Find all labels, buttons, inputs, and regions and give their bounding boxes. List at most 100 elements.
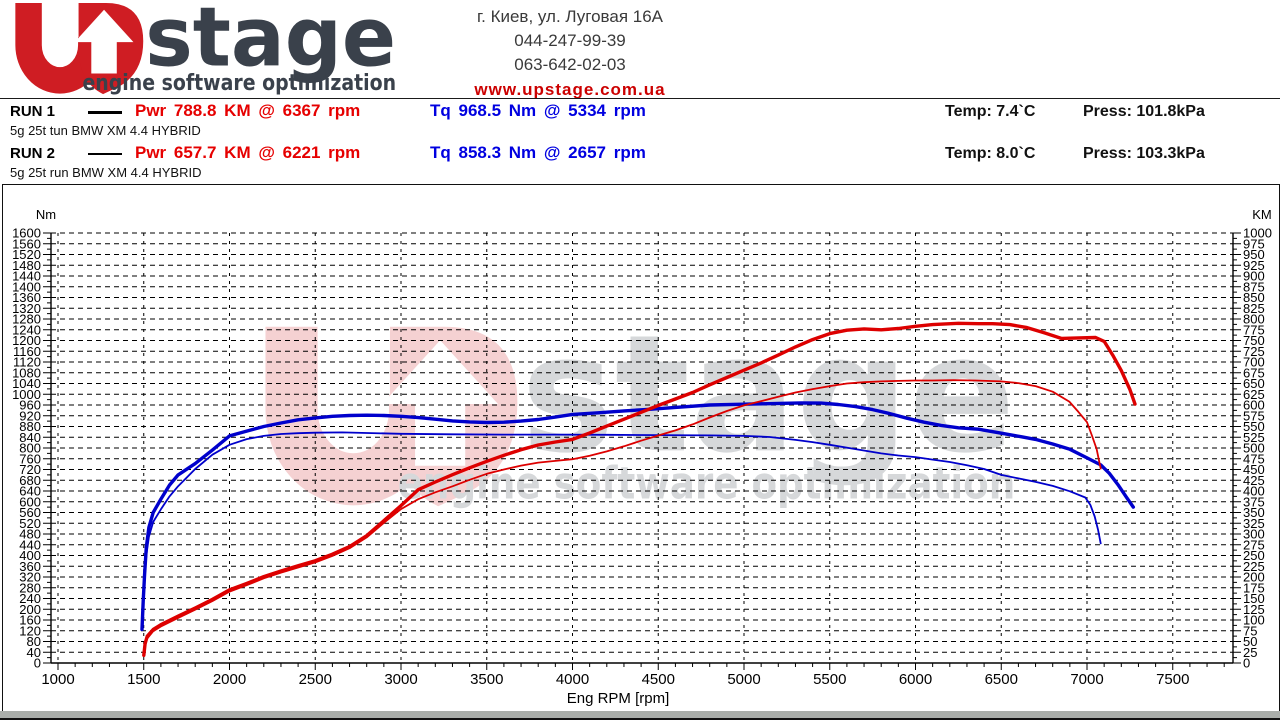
- svg-text:880: 880: [19, 419, 41, 434]
- svg-text:775: 775: [1243, 322, 1265, 337]
- run2-legend-line: [88, 153, 122, 155]
- svg-text:325: 325: [1243, 516, 1265, 531]
- svg-text:2500: 2500: [299, 671, 332, 688]
- header-divider: [0, 98, 1280, 99]
- svg-text:80: 80: [27, 634, 41, 649]
- svg-text:360: 360: [19, 559, 41, 574]
- svg-text:240: 240: [19, 591, 41, 606]
- svg-text:7500: 7500: [1156, 671, 1189, 688]
- svg-text:1080: 1080: [12, 365, 41, 380]
- svg-text:1000: 1000: [1243, 226, 1272, 241]
- svg-text:Eng RPM [rpm]: Eng RPM [rpm]: [567, 690, 670, 707]
- header-logo-area: [8, 0, 400, 98]
- svg-text:Nm: Nm: [36, 207, 56, 222]
- svg-text:760: 760: [19, 451, 41, 466]
- svg-text:200: 200: [19, 602, 41, 617]
- svg-text:75: 75: [1243, 623, 1257, 638]
- axes: 0408012016020024028032036040044048052056…: [12, 207, 1272, 707]
- svg-text:1560: 1560: [12, 236, 41, 251]
- dyno-chart-svg: 0408012016020024028032036040044048052056…: [12, 207, 1272, 707]
- svg-text:100: 100: [1243, 613, 1265, 628]
- svg-text:440: 440: [19, 537, 41, 552]
- svg-text:0: 0: [34, 656, 41, 671]
- svg-text:125: 125: [1243, 602, 1265, 617]
- svg-text:1200: 1200: [12, 333, 41, 348]
- gridlines: [51, 232, 1233, 663]
- svg-text:800: 800: [19, 441, 41, 456]
- svg-text:1000: 1000: [41, 671, 74, 688]
- run2-vehicle: 5g 25t run BMW XM 4.4 HYBRID: [10, 165, 202, 180]
- svg-text:275: 275: [1243, 537, 1265, 552]
- svg-text:525: 525: [1243, 430, 1265, 445]
- curve-run-1-power: [142, 321, 1137, 657]
- run1-legend-line: [88, 111, 122, 114]
- svg-text:600: 600: [1243, 398, 1265, 413]
- header-logo-svg: [8, 0, 400, 98]
- svg-text:640: 640: [19, 484, 41, 499]
- svg-text:1400: 1400: [12, 279, 41, 294]
- svg-text:900: 900: [1243, 269, 1265, 284]
- svg-text:50: 50: [1243, 634, 1257, 649]
- run2-power-value: Pwr 657.7 KM @ 6221 rpm: [135, 143, 361, 162]
- svg-text:6500: 6500: [985, 671, 1018, 688]
- svg-text:120: 120: [19, 623, 41, 638]
- svg-text:800: 800: [1243, 312, 1265, 327]
- svg-text:960: 960: [19, 398, 41, 413]
- svg-text:500: 500: [1243, 441, 1265, 456]
- svg-text:925: 925: [1243, 258, 1265, 273]
- svg-text:675: 675: [1243, 365, 1265, 380]
- svg-text:175: 175: [1243, 580, 1265, 595]
- svg-text:450: 450: [1243, 462, 1265, 477]
- svg-text:5500: 5500: [813, 671, 846, 688]
- svg-text:1500: 1500: [127, 671, 160, 688]
- run2-pressure: Press: 103.3kPa: [1083, 145, 1205, 162]
- svg-text:200: 200: [1243, 570, 1265, 585]
- phone-number-1: 044-247-99-39: [514, 31, 626, 50]
- svg-text:350: 350: [1243, 505, 1265, 520]
- curve-run-1-torque: [140, 401, 1135, 632]
- svg-text:320: 320: [19, 570, 41, 585]
- svg-text:575: 575: [1243, 408, 1265, 423]
- svg-text:1240: 1240: [12, 322, 41, 337]
- svg-text:480: 480: [19, 527, 41, 542]
- svg-text:0: 0: [1243, 656, 1250, 671]
- svg-text:280: 280: [19, 580, 41, 595]
- svg-text:2000: 2000: [213, 671, 246, 688]
- svg-text:1600: 1600: [12, 226, 41, 241]
- svg-text:1280: 1280: [12, 312, 41, 327]
- svg-text:150: 150: [1243, 591, 1265, 606]
- svg-text:680: 680: [19, 473, 41, 488]
- svg-text:475: 475: [1243, 451, 1265, 466]
- svg-text:825: 825: [1243, 301, 1265, 316]
- run1-power-value: Pwr 788.8 KM @ 6367 rpm: [135, 101, 361, 120]
- contact-block: г. Киев, ул. Луговая 16А 044-247-99-39 0…: [420, 5, 720, 102]
- svg-text:3000: 3000: [384, 671, 417, 688]
- svg-text:840: 840: [19, 430, 41, 445]
- svg-text:25: 25: [1243, 645, 1257, 660]
- svg-text:1160: 1160: [13, 344, 41, 359]
- dyno-chart: 0 40 80 120 160 200 240 280 320 360 400 440 480 520 56…: [2, 184, 1280, 712]
- svg-text:1360: 1360: [12, 290, 41, 305]
- svg-text:375: 375: [1243, 494, 1265, 509]
- svg-text:560: 560: [19, 505, 41, 520]
- svg-text:725: 725: [1243, 344, 1265, 359]
- svg-text:1040: 1040: [12, 376, 41, 391]
- svg-text:1440: 1440: [12, 269, 41, 284]
- svg-text:425: 425: [1243, 473, 1265, 488]
- svg-text:650: 650: [1243, 376, 1265, 391]
- run1-temp: Temp: 7.4`C: [945, 103, 1036, 120]
- svg-text:975: 975: [1243, 236, 1265, 251]
- svg-text:920: 920: [19, 408, 41, 423]
- svg-text:7000: 7000: [1070, 671, 1103, 688]
- svg-text:300: 300: [1243, 527, 1265, 542]
- svg-text:1520: 1520: [12, 247, 41, 262]
- run2-torque-value: Tq 858.3 Nm @ 2657 rpm: [430, 143, 646, 162]
- window-bottom-edge: [0, 711, 1280, 720]
- dyno-curves: [140, 321, 1137, 657]
- svg-text:1480: 1480: [12, 258, 41, 273]
- svg-text:875: 875: [1243, 279, 1265, 294]
- svg-text:625: 625: [1243, 387, 1265, 402]
- svg-text:250: 250: [1243, 548, 1265, 563]
- address-line: г. Киев, ул. Луговая 16А: [477, 7, 663, 26]
- svg-text:40: 40: [27, 645, 41, 660]
